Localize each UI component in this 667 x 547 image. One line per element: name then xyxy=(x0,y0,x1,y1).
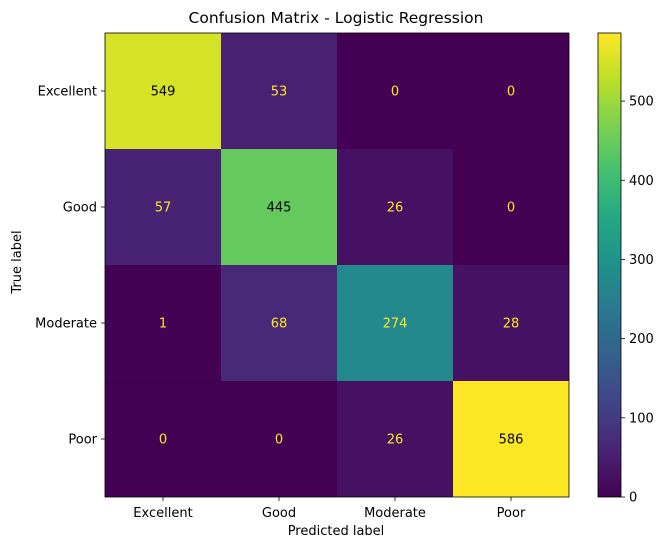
x-tick-label: Poor xyxy=(497,506,526,521)
x-tick-label: Good xyxy=(262,506,296,521)
cell-value-label: 0 xyxy=(391,85,399,100)
cell-value-label: 445 xyxy=(267,201,292,216)
heatmap-cell xyxy=(453,149,569,265)
y-axis-label: True label xyxy=(10,230,25,294)
cell-value-label: 28 xyxy=(503,317,520,332)
colorbar-tick-label: 0 xyxy=(629,491,637,506)
colorbar-tick-label: 500 xyxy=(629,95,654,110)
cell-value-label: 0 xyxy=(275,433,283,448)
colorbar-tick-label: 400 xyxy=(629,174,654,189)
cell-value-label: 0 xyxy=(507,85,515,100)
x-tick-label: Excellent xyxy=(133,506,192,521)
heatmap-cell xyxy=(221,381,337,497)
heatmap-cell xyxy=(337,33,453,149)
y-tick-label: Excellent xyxy=(38,85,97,100)
cell-value-label: 68 xyxy=(271,317,288,332)
chart-title: Confusion Matrix - Logistic Regression xyxy=(189,9,484,27)
heatmap-cell-labels: 549 53 0 0 57 445 26 0 1 68 274 28 0 0 26 586 xyxy=(151,85,524,448)
heatmap-cell xyxy=(453,33,569,149)
y-tick-label: Poor xyxy=(68,433,97,448)
colorbar-tick-label: 200 xyxy=(629,332,654,347)
plot-frame xyxy=(104,32,570,498)
heatmap-cell xyxy=(105,33,221,149)
heatmap-cells xyxy=(105,33,569,497)
heatmap-cell xyxy=(337,265,453,381)
heatmap-cell xyxy=(337,381,453,497)
heatmap-cell xyxy=(221,265,337,381)
cell-value-label: 0 xyxy=(159,433,167,448)
y-axis-ticks: Excellent Good Moderate Poor xyxy=(35,85,105,448)
cell-value-label: 57 xyxy=(155,201,172,216)
heatmap-cell xyxy=(105,381,221,497)
heatmap-cell xyxy=(453,381,569,497)
cell-value-label: 53 xyxy=(271,85,288,100)
cell-value-label: 26 xyxy=(387,201,404,216)
cell-value-label: 274 xyxy=(383,317,408,332)
cell-value-label: 549 xyxy=(151,85,176,100)
heatmap-cell xyxy=(453,265,569,381)
heatmap-cell xyxy=(105,265,221,381)
x-axis-ticks: Excellent Good Moderate Poor xyxy=(133,497,526,521)
colorbar xyxy=(597,32,622,498)
cell-value-label: 586 xyxy=(499,433,524,448)
colorbar-tick-label: 300 xyxy=(629,253,654,268)
heatmap-cell xyxy=(337,149,453,265)
cell-value-label: 26 xyxy=(387,433,404,448)
x-tick-label: Moderate xyxy=(364,506,426,521)
colorbar-tick-label: 100 xyxy=(629,411,654,426)
x-axis-label: Predicted label xyxy=(288,524,385,539)
heatmap-cell xyxy=(105,149,221,265)
y-tick-label: Good xyxy=(63,201,97,216)
heatmap-cell xyxy=(221,33,337,149)
y-tick-label: Moderate xyxy=(35,317,97,332)
cell-value-label: 1 xyxy=(159,317,167,332)
colorbar-ticks: 0 100 200 300 400 500 xyxy=(621,95,654,506)
heatmap-cell xyxy=(221,149,337,265)
cell-value-label: 0 xyxy=(507,201,515,216)
